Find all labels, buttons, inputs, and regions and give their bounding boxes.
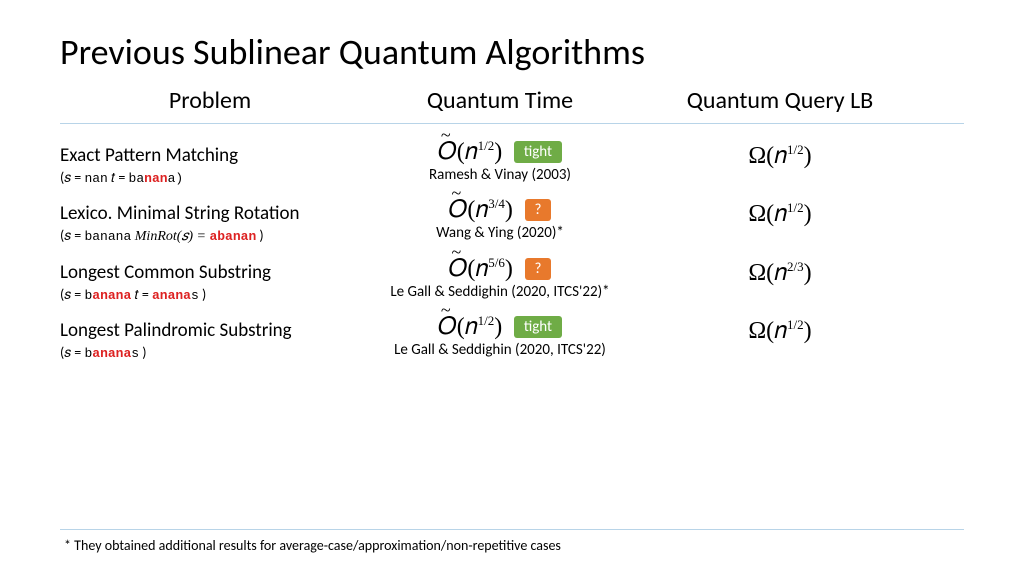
time-cell: 𝑂(𝑛5/6) ? Le Gall & Seddighin (2020, ITC… bbox=[360, 255, 640, 301]
tight-badge: tight bbox=[514, 316, 562, 338]
time-formula: 𝑂(𝑛5/6) bbox=[449, 255, 513, 283]
citation: Wang & Ying (2020)* bbox=[360, 224, 640, 242]
problem-example: (𝑠 = bananas ) bbox=[60, 344, 360, 361]
problem-name: Lexico. Minimal String Rotation bbox=[60, 202, 360, 225]
lb-cell: Ω(𝑛1/2) bbox=[640, 196, 920, 228]
footnote-divider bbox=[60, 529, 964, 530]
problem-example: (𝑠 = nan 𝑡 = banana) bbox=[60, 169, 360, 186]
lb-cell: Ω(𝑛1/2) bbox=[640, 313, 920, 345]
lb-formula: Ω(𝑛1/2) bbox=[748, 317, 811, 345]
problem-cell: Longest Common Substring (𝑠 = banana 𝑡 =… bbox=[60, 255, 360, 303]
time-formula: 𝑂(𝑛1/2) bbox=[438, 313, 502, 341]
time-formula: 𝑂(𝑛1/2) bbox=[438, 138, 502, 166]
problem-cell: Longest Palindromic Substring (𝑠 = banan… bbox=[60, 313, 360, 361]
question-badge: ? bbox=[525, 258, 552, 280]
header-divider bbox=[60, 123, 964, 124]
tight-badge: tight bbox=[514, 141, 562, 163]
problem-cell: Exact Pattern Matching (𝑠 = nan 𝑡 = bana… bbox=[60, 138, 360, 186]
table-header: Problem Quantum Time Quantum Query LB bbox=[60, 86, 964, 115]
slide-title: Previous Sublinear Quantum Algorithms bbox=[60, 30, 964, 74]
citation: Ramesh & Vinay (2003) bbox=[360, 166, 640, 184]
problem-name: Longest Palindromic Substring bbox=[60, 319, 360, 342]
lb-formula: Ω(𝑛1/2) bbox=[748, 142, 811, 170]
citation: Le Gall & Seddighin (2020, ITCS'22)* bbox=[360, 283, 640, 301]
table-row: Longest Palindromic Substring (𝑠 = banan… bbox=[60, 313, 964, 361]
header-time: Quantum Time bbox=[360, 86, 640, 115]
lb-cell: Ω(𝑛1/2) bbox=[640, 138, 920, 170]
table-row: Lexico. Minimal String Rotation (𝑠 = ban… bbox=[60, 196, 964, 245]
question-badge: ? bbox=[525, 199, 552, 221]
citation: Le Gall & Seddighin (2020, ITCS'22) bbox=[360, 341, 640, 359]
lb-cell: Ω(𝑛2/3) bbox=[640, 255, 920, 287]
time-formula: 𝑂(𝑛3/4) bbox=[449, 196, 513, 224]
lb-formula: Ω(𝑛2/3) bbox=[748, 259, 811, 287]
table-row: Exact Pattern Matching (𝑠 = nan 𝑡 = bana… bbox=[60, 138, 964, 186]
time-cell: 𝑂(𝑛1/2) tight Le Gall & Seddighin (2020,… bbox=[360, 313, 640, 359]
header-lb: Quantum Query LB bbox=[640, 86, 920, 115]
table-row: Longest Common Substring (𝑠 = banana 𝑡 =… bbox=[60, 255, 964, 303]
time-cell: 𝑂(𝑛1/2) tight Ramesh & Vinay (2003) bbox=[360, 138, 640, 184]
problem-example: (𝑠 = banana 𝑡 = ananas ) bbox=[60, 286, 360, 303]
problem-name: Longest Common Substring bbox=[60, 261, 360, 284]
footnote: * They obtained additional results for a… bbox=[64, 537, 561, 554]
header-problem: Problem bbox=[60, 86, 360, 115]
problem-name: Exact Pattern Matching bbox=[60, 144, 360, 167]
problem-cell: Lexico. Minimal String Rotation (𝑠 = ban… bbox=[60, 196, 360, 245]
lb-formula: Ω(𝑛1/2) bbox=[748, 200, 811, 228]
time-cell: 𝑂(𝑛3/4) ? Wang & Ying (2020)* bbox=[360, 196, 640, 242]
problem-example: (𝑠 = banana MinRot(𝑠) = abanan ) bbox=[60, 227, 360, 245]
